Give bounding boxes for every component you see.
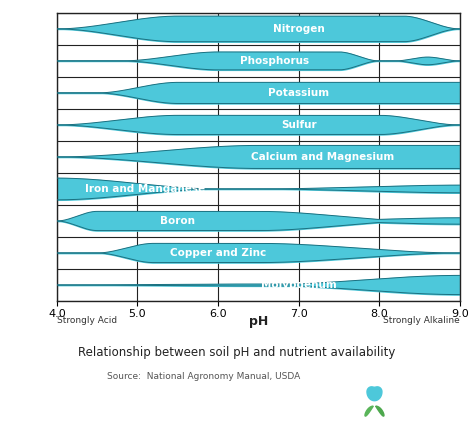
- Text: Nitrogen: Nitrogen: [273, 24, 325, 34]
- Polygon shape: [365, 406, 373, 416]
- Polygon shape: [367, 387, 382, 401]
- Text: Potassium: Potassium: [268, 88, 329, 98]
- Text: pH: pH: [249, 315, 268, 328]
- Text: Calcium and Magnesium: Calcium and Magnesium: [251, 152, 394, 162]
- Polygon shape: [375, 406, 384, 416]
- Text: Iron and Manganese: Iron and Manganese: [85, 184, 206, 194]
- Text: Copper and Zinc: Copper and Zinc: [170, 248, 266, 258]
- Text: Sulfur: Sulfur: [281, 120, 317, 130]
- Text: Relationship between soil pH and nutrient availability: Relationship between soil pH and nutrien…: [78, 346, 396, 359]
- Text: Strongly Alkaline: Strongly Alkaline: [383, 316, 460, 325]
- Text: Boron: Boron: [160, 216, 195, 226]
- Text: Source:  National Agronomy Manual, USDA: Source: National Agronomy Manual, USDA: [107, 372, 301, 381]
- Text: Phosphorus: Phosphorus: [240, 56, 309, 66]
- Text: Molybdenum: Molybdenum: [261, 280, 337, 290]
- Text: Strongly Acid: Strongly Acid: [57, 316, 117, 325]
